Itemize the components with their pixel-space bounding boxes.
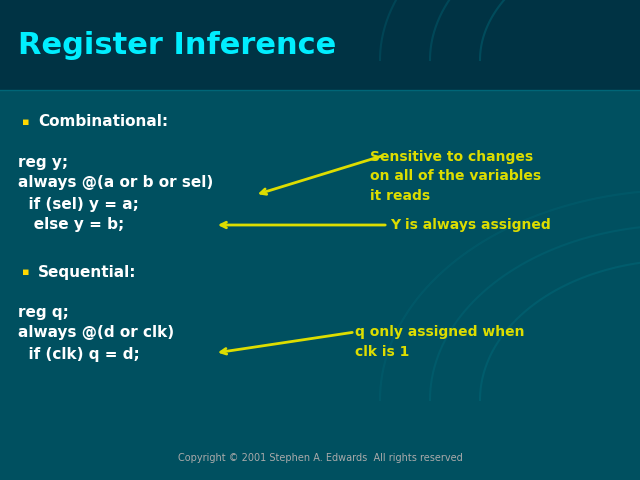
Text: Sensitive to changes
on all of the variables
it reads: Sensitive to changes on all of the varia… — [370, 150, 541, 203]
Text: always @(d or clk): always @(d or clk) — [18, 325, 174, 340]
Text: if (clk) q = d;: if (clk) q = d; — [18, 347, 140, 361]
Text: always @(a or b or sel): always @(a or b or sel) — [18, 176, 213, 191]
Bar — [0, 0, 640, 90]
Text: q only assigned when
clk is 1: q only assigned when clk is 1 — [355, 325, 525, 359]
Text: ▪: ▪ — [22, 117, 29, 127]
Text: Register Inference: Register Inference — [18, 31, 336, 60]
Text: Sequential:: Sequential: — [38, 264, 136, 279]
Text: Combinational:: Combinational: — [38, 115, 168, 130]
Text: if (sel) y = a;: if (sel) y = a; — [18, 196, 139, 212]
Text: else y = b;: else y = b; — [18, 217, 124, 232]
Text: reg q;: reg q; — [18, 304, 69, 320]
Text: reg y;: reg y; — [18, 155, 68, 169]
Text: ▪: ▪ — [22, 267, 29, 277]
Text: Copyright © 2001 Stephen A. Edwards  All rights reserved: Copyright © 2001 Stephen A. Edwards All … — [178, 453, 462, 463]
Text: Y is always assigned: Y is always assigned — [390, 218, 551, 232]
